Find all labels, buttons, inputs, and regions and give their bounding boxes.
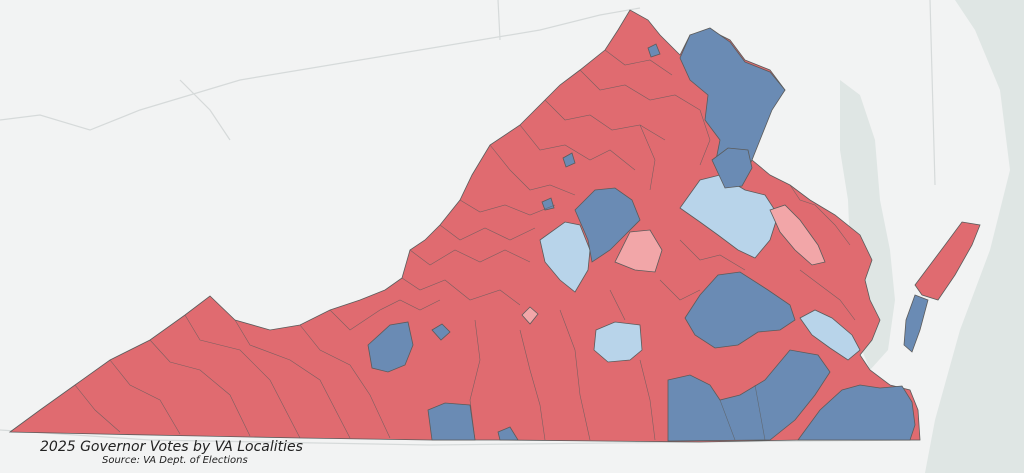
southside-black-belt	[667, 349, 831, 442]
amelia-zone	[593, 321, 643, 363]
middle-peninsula-lean	[769, 204, 826, 266]
harrisonburg-city	[541, 197, 555, 211]
richmond-metro	[684, 271, 796, 349]
fredericksburg-stafford	[711, 147, 753, 189]
danville-pittsylvania-area	[427, 402, 476, 441]
virginia-outline	[8, 9, 921, 443]
atlantic-ocean	[925, 0, 1024, 473]
map-source: Source: VA Dept. of Elections	[102, 455, 248, 467]
albemarle-charlottesville	[574, 187, 641, 263]
montgomery	[367, 321, 414, 373]
staunton-city	[562, 152, 576, 168]
map-title: 2025 Governor Votes by VA Localities	[40, 439, 303, 455]
lexington-lean	[521, 306, 539, 325]
county-lines	[74, 49, 856, 441]
eastern-shore	[914, 221, 981, 301]
augusta-zone	[539, 221, 591, 293]
peninsula	[799, 309, 861, 361]
map-caption: 2025 Governor Votes by VA Localities Sou…	[40, 439, 303, 467]
fauquier-culpeper-zone	[679, 174, 779, 259]
neighbor-state-borders	[0, 0, 936, 446]
chesapeake-bay	[840, 80, 895, 370]
halifax-spot	[497, 426, 519, 441]
roanoke-city	[431, 323, 451, 341]
northampton	[903, 294, 929, 353]
fluvanna-zone	[614, 229, 663, 273]
winchester-city	[647, 43, 661, 58]
hampton-roads	[797, 384, 916, 441]
